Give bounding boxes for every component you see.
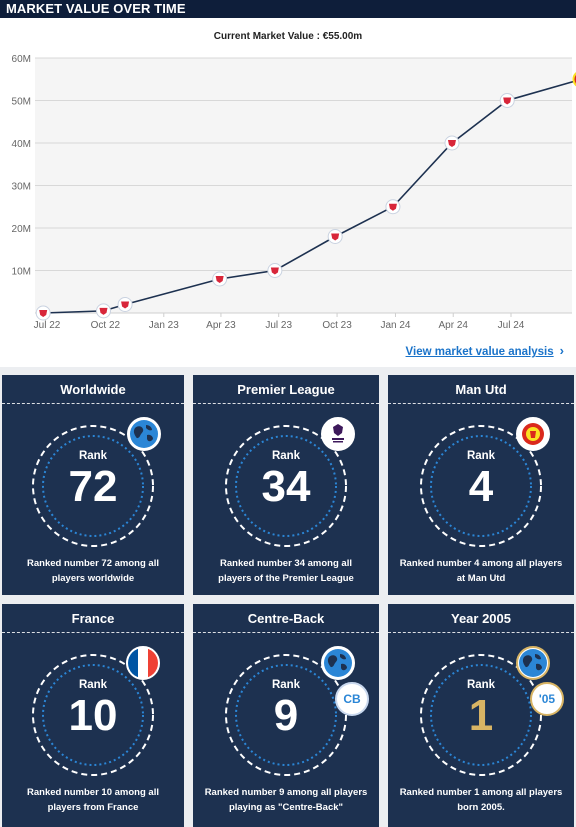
rank-value: 4	[468, 462, 494, 511]
globe-icon	[321, 646, 355, 680]
rank-tile-man-utd[interactable]: Man Utd Rank 4 Ranked number 4 among all…	[388, 375, 574, 595]
rank-label: Rank	[271, 679, 301, 691]
rank-description: Ranked number 72 among all players world…	[27, 558, 159, 584]
rank-value: 34	[261, 462, 311, 511]
rank-label: Rank	[271, 450, 301, 462]
tile-title: Year 2005	[450, 611, 511, 626]
rank-ring	[225, 425, 347, 547]
data-point-crest	[331, 233, 340, 241]
section-title: MARKET VALUE OVER TIME	[6, 1, 186, 16]
section-header: MARKET VALUE OVER TIME	[0, 0, 576, 18]
x-tick-label: Jul 23	[265, 320, 292, 331]
tile-title: Worldwide	[60, 382, 126, 397]
data-point-crest	[215, 276, 224, 283]
view-market-value-analysis-link[interactable]: View market value analysis ›	[406, 343, 564, 358]
position-tag: CB	[335, 682, 369, 716]
france-flag-icon	[126, 646, 160, 680]
data-point-crest	[99, 307, 108, 315]
y-tick-label: 60M	[12, 54, 31, 65]
chart-title: Current Market Value : €55.00m	[214, 31, 363, 42]
analysis-link-label: View market value analysis	[405, 346, 554, 358]
x-tick-label: Jan 23	[149, 320, 179, 331]
tile-title: Centre-Back	[247, 611, 325, 626]
x-tick-label: Apr 24	[439, 320, 469, 331]
chevron-right-icon: ›	[559, 343, 564, 358]
data-point-crest	[121, 301, 130, 309]
x-tick-label: Jan 24	[380, 320, 410, 331]
data-point-crest	[503, 97, 512, 105]
rank-value: 72	[68, 462, 118, 511]
x-tick-label: Oct 23	[322, 320, 352, 331]
x-tick-label: Jul 24	[498, 320, 525, 331]
rank-label: Rank	[466, 679, 496, 691]
rank-ring	[32, 654, 154, 776]
tile-title: France	[71, 611, 115, 626]
man-utd-crest-icon	[516, 417, 550, 451]
globe-icon	[127, 417, 161, 451]
rank-description: Ranked number 9 among all players playin…	[204, 787, 368, 813]
rank-value: 1	[468, 691, 494, 740]
rank-value: 10	[68, 691, 118, 740]
rank-tile-premier-league[interactable]: Premier League Rank 34 Ranked number 34 …	[193, 375, 379, 595]
rank-tile-centre-back[interactable]: Centre-Back Rank 9 CB Ranked number 9 am…	[193, 604, 379, 827]
rank-value: 9	[273, 691, 299, 740]
rank-label: Rank	[78, 679, 108, 691]
rank-tile-year-2005[interactable]: Year 2005 Rank 1 '05 Ranked number 1 amo…	[388, 604, 574, 827]
data-point-crest	[39, 310, 48, 317]
rank-label: Rank	[78, 450, 108, 462]
market-value-chart-card: 10M 20M 30M 40M 50M 60M Jul 22 Oct 22 Jan 23 Apr …	[0, 18, 576, 367]
globe-icon	[516, 646, 550, 680]
divider	[193, 403, 379, 404]
series-line	[43, 79, 576, 314]
rank-tile-france[interactable]: France Rank 10 Ranked number 10 among al…	[2, 604, 184, 827]
data-point-crest	[270, 267, 279, 275]
rank-label: Rank	[466, 450, 496, 462]
data-point-crest	[388, 203, 397, 211]
y-tick-label: 20M	[12, 224, 31, 235]
divider	[388, 632, 574, 633]
birth-year-tag: '05	[530, 682, 564, 716]
y-tick-label: 30M	[12, 182, 31, 193]
x-tick-label: Jul 22	[34, 320, 61, 331]
divider	[2, 632, 184, 633]
tile-title: Premier League	[237, 382, 335, 397]
x-tick-label: Apr 23	[206, 320, 236, 331]
y-tick-label: 40M	[12, 139, 31, 150]
divider	[2, 403, 184, 404]
rank-description: Ranked number 10 among all players from …	[27, 787, 159, 813]
data-point	[572, 72, 576, 87]
data-point-crest	[447, 140, 456, 147]
tile-title: Man Utd	[455, 382, 507, 397]
market-value-chart[interactable]: 10M 20M 30M 40M 50M 60M Jul 22 Oct 22 Jan 23 Apr …	[0, 18, 576, 338]
rank-description: Ranked number 1 among all players born 2…	[399, 787, 563, 813]
x-tick-label: Oct 22	[91, 320, 121, 331]
rank-tile-worldwide[interactable]: Worldwide Rank 72 Ranked number 72 among…	[2, 375, 184, 595]
rank-ring	[32, 425, 154, 547]
rank-ring	[420, 425, 542, 547]
y-tick-label: 50M	[12, 97, 31, 108]
rank-description: Ranked number 4 among all players at Man…	[399, 558, 563, 584]
premier-league-logo-icon	[321, 417, 355, 451]
rank-description: Ranked number 34 among all players of th…	[218, 558, 354, 584]
y-tick-label: 10M	[12, 267, 31, 278]
divider	[388, 403, 574, 404]
divider	[193, 632, 379, 633]
